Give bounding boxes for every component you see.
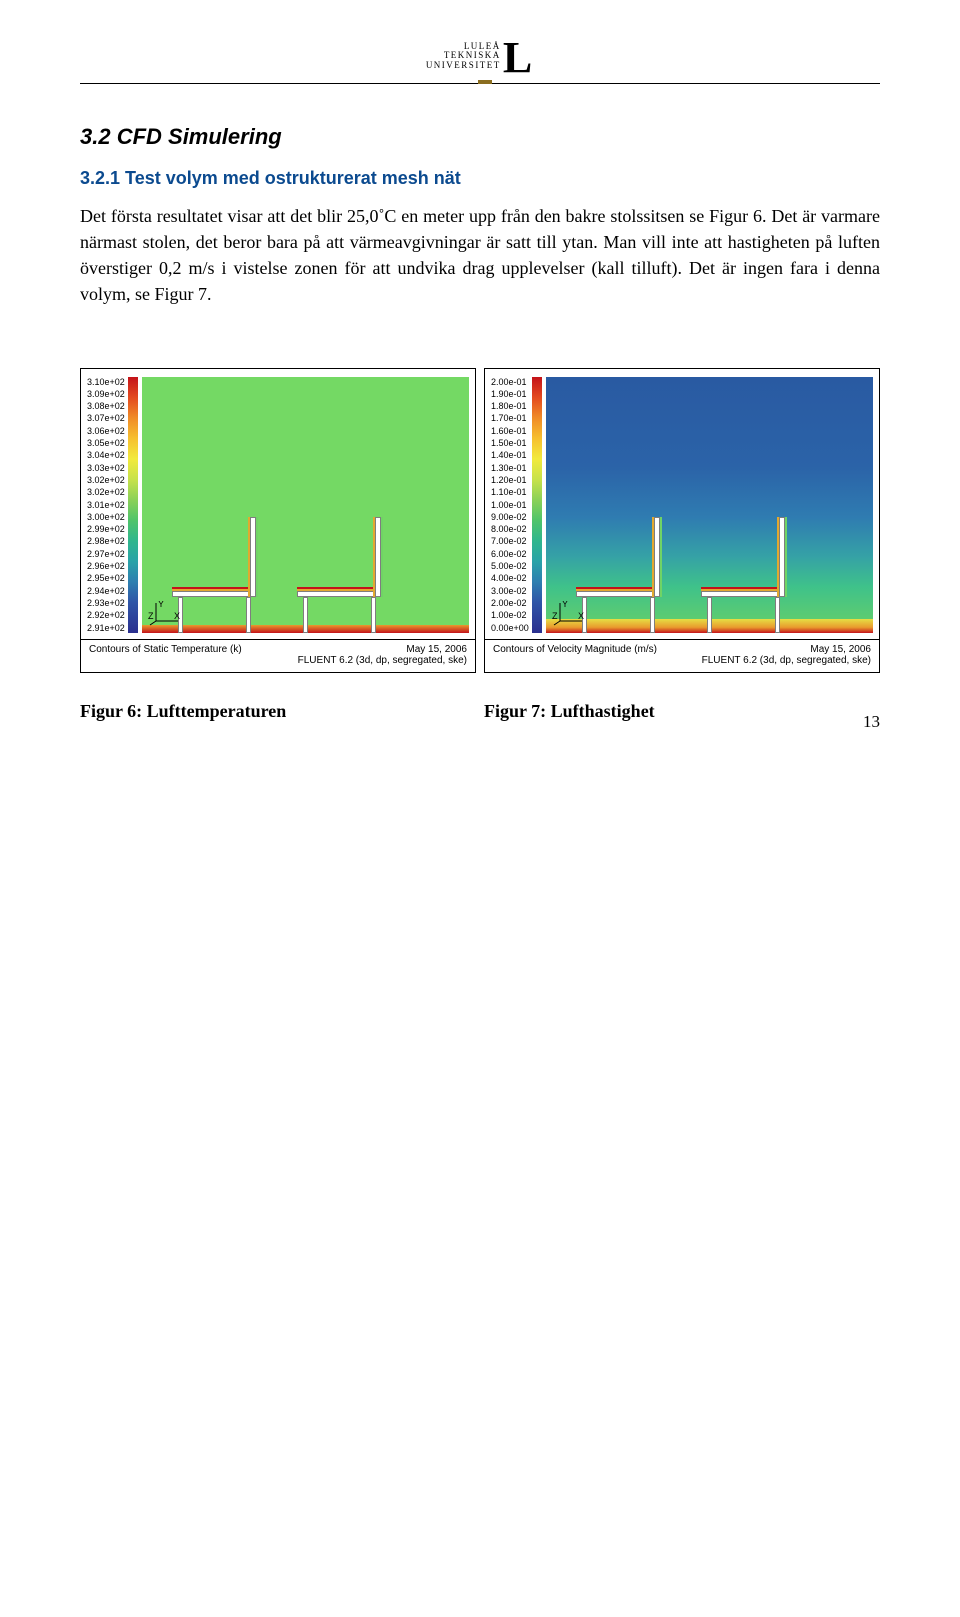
fig7-solver: FLUENT 6.2 (3d, dp, segregated, ske) [702, 655, 871, 666]
colorbar-labels-right: 2.00e-011.90e-011.80e-011.70e-011.60e-01… [491, 377, 529, 633]
svg-text:Y: Y [158, 601, 164, 609]
axes-icon: Y X Z [552, 601, 586, 627]
fig6-footer-left: Contours of Static Temperature (k) [89, 644, 242, 666]
logo-line2: TEKNISKA [444, 50, 501, 60]
logo-letter: L [503, 40, 532, 75]
fig7-footer-left: Contours of Velocity Magnitude (m/s) [493, 644, 657, 666]
colorbar-right [532, 377, 542, 633]
figure-6: 3.10e+023.09e+023.08e+023.07e+023.06e+02… [80, 368, 476, 673]
svg-text:Z: Z [148, 611, 154, 621]
svg-text:Y: Y [562, 601, 568, 609]
fig7-date: May 15, 2006 [810, 644, 871, 655]
svg-text:Z: Z [552, 611, 558, 621]
section-heading: 3.2 CFD Simulering [80, 124, 880, 150]
plot-velocity: Y X Z [546, 377, 873, 633]
plot-temperature: Y X Z [142, 377, 469, 633]
colorbar-left [128, 377, 138, 633]
body-paragraph: Det första resultatet visar att det blir… [80, 203, 880, 307]
figure-row: 3.10e+023.09e+023.08e+023.07e+023.06e+02… [80, 368, 880, 673]
fig6-solver: FLUENT 6.2 (3d, dp, segregated, ske) [298, 655, 467, 666]
figure-captions: Figur 6: Lufttemperaturen Figur 7: Lufth… [80, 701, 880, 722]
page-number: 13 [863, 712, 880, 732]
figure-7: 2.00e-011.90e-011.80e-011.70e-011.60e-01… [484, 368, 880, 673]
caption-fig6: Figur 6: Lufttemperaturen [80, 701, 476, 722]
header-logo: LULEÅ TEKNISKA UNIVERSITET L [80, 40, 880, 75]
logo-line3: UNIVERSITET [426, 60, 501, 70]
svg-text:X: X [578, 611, 584, 621]
subsection-heading: 3.2.1 Test volym med ostrukturerat mesh … [80, 168, 880, 189]
axes-icon: Y X Z [148, 601, 182, 627]
caption-fig7: Figur 7: Lufthastighet [484, 701, 880, 722]
colorbar-labels-left: 3.10e+023.09e+023.08e+023.07e+023.06e+02… [87, 377, 125, 633]
svg-text:X: X [174, 611, 180, 621]
fig6-date: May 15, 2006 [406, 644, 467, 655]
logo-line1: LULEÅ [464, 41, 501, 51]
